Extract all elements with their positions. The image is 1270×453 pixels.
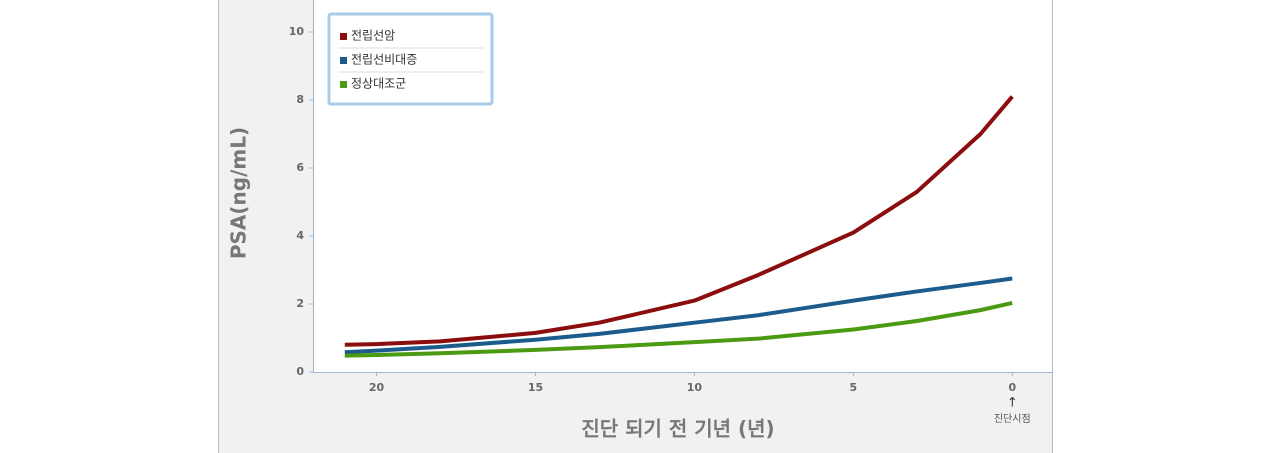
x-tick-label: 5 (850, 381, 858, 394)
series-line (344, 95, 1014, 347)
legend-label: 전립선비대증 (351, 53, 417, 67)
y-tick-label: 10 (289, 25, 305, 38)
y-axis-title: PSA(ng/mL) (227, 127, 251, 259)
series-line (344, 301, 1013, 358)
x-tick-label: 10 (687, 381, 703, 394)
y-tick-label: 4 (296, 229, 304, 242)
annotation: 진단시점 (994, 413, 1031, 425)
legend-swatch (340, 57, 347, 64)
y-tick-label: 8 (296, 93, 304, 106)
legend-box (327, 12, 494, 106)
x-tick-label: 0 (1008, 381, 1016, 394)
x-tick-label: 15 (528, 381, 543, 394)
legend-swatch (340, 33, 347, 40)
x-axis-title: 진단 되기 전 기년 (년) (581, 417, 774, 441)
legend-swatch (340, 81, 347, 88)
series-line (344, 276, 1013, 355)
annotation-arrow: ↑ (1007, 396, 1018, 411)
legend-label: 정상대조군 (351, 77, 406, 91)
x-tick-label: 20 (369, 381, 385, 394)
legend-label: 전립선암 (351, 29, 395, 43)
y-tick-label: 2 (296, 297, 304, 310)
y-tick-label: 0 (296, 365, 304, 378)
y-tick-label: 6 (296, 161, 304, 174)
